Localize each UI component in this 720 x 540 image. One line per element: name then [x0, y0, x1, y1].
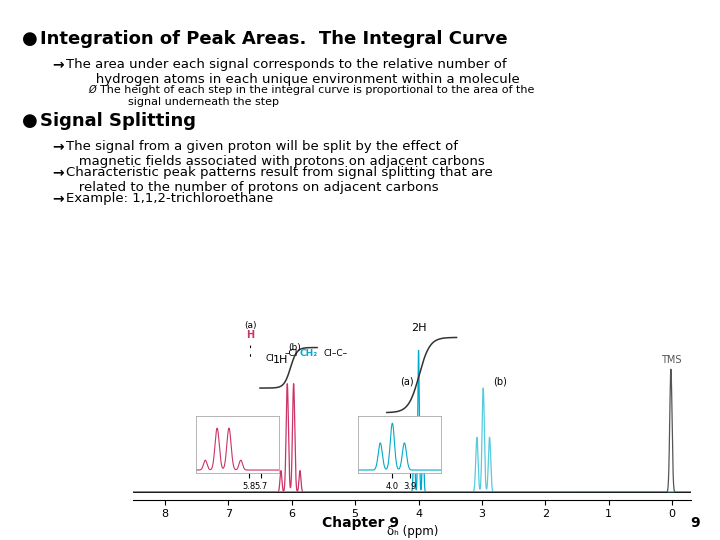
- Text: Ø: Ø: [88, 85, 96, 95]
- Text: 1H: 1H: [273, 355, 288, 365]
- Text: →: →: [52, 192, 63, 206]
- X-axis label: δₕ (ppm): δₕ (ppm): [387, 525, 438, 538]
- Text: (a): (a): [400, 376, 414, 387]
- Text: Integration of Peak Areas.  The Integral Curve: Integration of Peak Areas. The Integral …: [40, 30, 508, 48]
- Text: Cl: Cl: [265, 354, 274, 363]
- Text: Characteristic peak patterns result from signal splitting that are
   related to: Characteristic peak patterns result from…: [66, 166, 492, 194]
- Text: The signal from a given proton will be split by the effect of
   magnetic fields: The signal from a given proton will be s…: [66, 140, 485, 168]
- Text: Signal Splitting: Signal Splitting: [40, 112, 196, 130]
- Text: →: →: [52, 58, 63, 72]
- Text: ●: ●: [22, 30, 37, 48]
- Text: Cl–C–: Cl–C–: [323, 349, 348, 357]
- Text: →: →: [52, 166, 63, 180]
- Text: (b): (b): [492, 376, 507, 387]
- Text: (b): (b): [289, 343, 301, 352]
- Text: ●: ●: [22, 112, 37, 130]
- Text: The area under each signal corresponds to the relative number of
       hydrogen: The area under each signal corresponds t…: [66, 58, 520, 86]
- Text: Chapter 9: Chapter 9: [322, 516, 398, 530]
- Text: CH₂: CH₂: [300, 349, 318, 357]
- Text: 9: 9: [690, 516, 700, 530]
- Text: H: H: [246, 330, 255, 340]
- Text: TMS: TMS: [661, 355, 681, 365]
- Text: →: →: [52, 140, 63, 154]
- Text: –Cl: –Cl: [284, 349, 297, 357]
- Text: Example: 1,1,2-trichloroethane: Example: 1,1,2-trichloroethane: [66, 192, 274, 205]
- Text: (a): (a): [244, 321, 257, 330]
- Text: 2H: 2H: [411, 323, 426, 333]
- Text: The height of each step in the integral curve is proportional to the area of the: The height of each step in the integral …: [100, 85, 534, 106]
